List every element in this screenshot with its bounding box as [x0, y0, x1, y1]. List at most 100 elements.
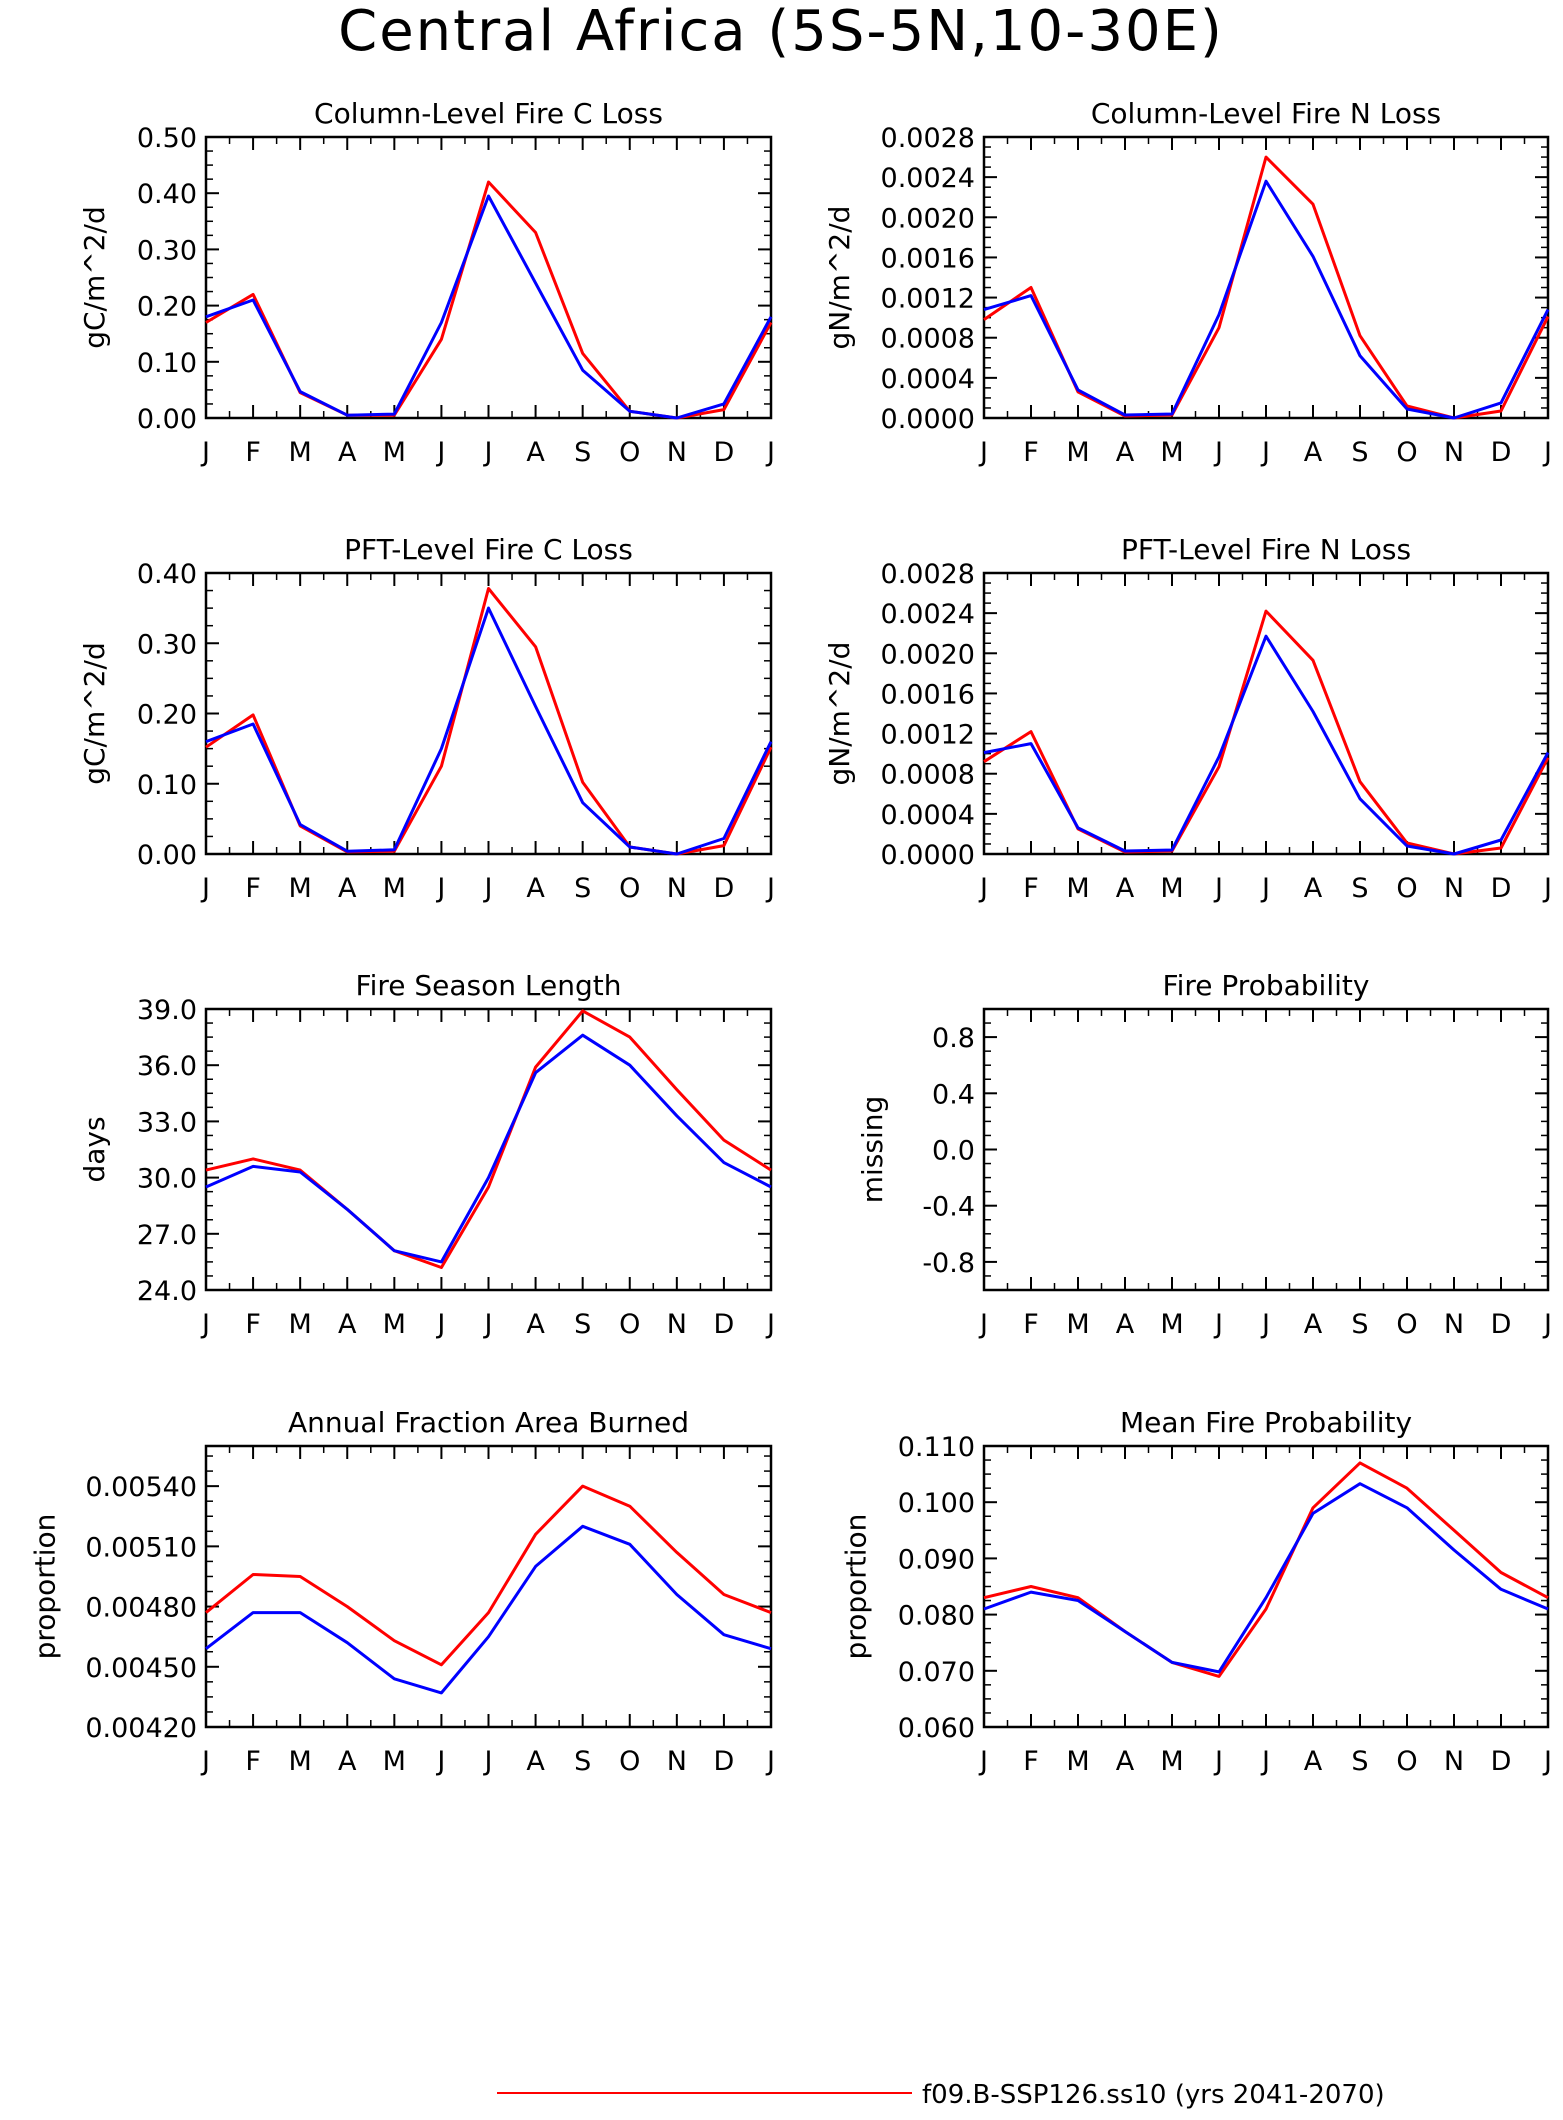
- y-tick-label: 0.0: [932, 1136, 975, 1167]
- x-tick-label: D: [714, 437, 735, 468]
- x-tick-label: O: [619, 1309, 640, 1340]
- x-tick-label: J: [1213, 873, 1223, 904]
- x-tick-label: N: [667, 873, 687, 904]
- x-tick-label: M: [1066, 437, 1089, 468]
- x-tick-label: M: [1160, 437, 1183, 468]
- x-tick-label: F: [245, 1309, 261, 1340]
- series-line-1: [205, 1009, 772, 1269]
- x-tick-label: S: [1351, 873, 1368, 904]
- x-tick-label: F: [1023, 873, 1039, 904]
- x-tick-label: J: [978, 1309, 988, 1340]
- plot-frame: [204, 1444, 773, 1729]
- panel-title: Fire Season Length: [356, 969, 622, 1002]
- y-tick-label: 0.40: [137, 559, 197, 590]
- x-tick-label: M: [289, 1309, 312, 1340]
- x-tick-label: M: [383, 437, 406, 468]
- x-tick-label: J: [1260, 1746, 1270, 1777]
- x-tick-label: J: [483, 873, 493, 904]
- x-tick-label: J: [1213, 437, 1223, 468]
- x-tick-label: J: [435, 1309, 445, 1340]
- y-tick-label: 0.00510: [85, 1532, 197, 1563]
- y-tick-label: 0.30: [137, 629, 197, 660]
- figure-title: Central Africa (5S-5N,10-30E): [338, 0, 1224, 64]
- x-tick-label: J: [1213, 1309, 1223, 1340]
- x-tick-label: J: [1542, 437, 1552, 468]
- y-tick-label: 0.10: [137, 348, 197, 379]
- x-tick-label: J: [1542, 1746, 1552, 1777]
- series-line-2: [205, 1033, 772, 1264]
- x-tick-label: F: [1023, 1746, 1039, 1777]
- y-tick-label: 0.0020: [881, 203, 975, 234]
- y-tick-label: 0.00480: [85, 1593, 197, 1624]
- x-tick-label: A: [526, 873, 545, 904]
- plot-frame: [204, 571, 773, 856]
- x-tick-label: M: [289, 437, 312, 468]
- panel-title: Mean Fire Probability: [1120, 1406, 1412, 1439]
- panel-title: Column-Level Fire N Loss: [1091, 97, 1441, 130]
- x-tick-label: O: [619, 437, 640, 468]
- y-axis-label: missing: [856, 1096, 889, 1204]
- x-tick-label: J: [1542, 1309, 1552, 1340]
- y-tick-label: 0.00420: [85, 1713, 197, 1744]
- x-tick-label: F: [1023, 1309, 1039, 1340]
- x-tick-label: M: [289, 873, 312, 904]
- plot-frame: [204, 1007, 773, 1292]
- x-tick-label: J: [435, 873, 445, 904]
- x-tick-label: M: [1066, 1309, 1089, 1340]
- x-tick-label: A: [338, 1746, 357, 1777]
- x-tick-label: N: [667, 1746, 687, 1777]
- x-tick-label: N: [667, 1309, 687, 1340]
- x-tick-label: D: [1491, 873, 1512, 904]
- plot-frame: [982, 135, 1550, 420]
- y-tick-label: 0.070: [898, 1657, 975, 1688]
- x-tick-label: M: [1160, 1746, 1183, 1777]
- x-tick-label: J: [765, 1309, 775, 1340]
- x-tick-label: A: [1116, 1309, 1135, 1340]
- x-tick-label: J: [483, 437, 493, 468]
- y-axis-label: days: [78, 1116, 111, 1182]
- x-tick-label: M: [383, 1746, 406, 1777]
- x-tick-label: J: [978, 1746, 988, 1777]
- x-tick-label: O: [1396, 1746, 1417, 1777]
- x-tick-label: J: [200, 1746, 210, 1777]
- x-tick-label: D: [1491, 437, 1512, 468]
- y-axis-label: gC/m^2/d: [78, 206, 111, 349]
- y-tick-label: 0.0008: [881, 324, 975, 355]
- x-tick-label: A: [1304, 1309, 1323, 1340]
- y-tick-label: 33.0: [137, 1107, 197, 1138]
- y-tick-label: 0.4: [932, 1079, 975, 1110]
- x-tick-label: J: [200, 437, 210, 468]
- y-tick-label: 30.0: [137, 1164, 197, 1195]
- series-line-1: [983, 155, 1550, 420]
- x-tick-label: S: [1351, 1746, 1368, 1777]
- y-tick-label: 0.20: [137, 292, 197, 323]
- x-tick-label: O: [619, 873, 640, 904]
- y-axis-label: gC/m^2/d: [78, 642, 111, 785]
- y-tick-label: 0.40: [137, 179, 197, 210]
- y-tick-label: 0.0016: [881, 679, 975, 710]
- y-tick-label: 0.20: [137, 700, 197, 731]
- x-tick-label: O: [1396, 1309, 1417, 1340]
- y-axis-label: proportion: [29, 1514, 62, 1660]
- x-tick-label: J: [765, 437, 775, 468]
- y-tick-label: 0.00: [137, 840, 197, 871]
- x-tick-label: M: [289, 1746, 312, 1777]
- x-tick-label: J: [1260, 873, 1270, 904]
- x-tick-label: M: [383, 873, 406, 904]
- x-tick-label: M: [1066, 1746, 1089, 1777]
- y-tick-label: 0.110: [898, 1432, 975, 1463]
- series-line-2: [983, 179, 1550, 420]
- y-tick-label: 0.0000: [881, 840, 975, 871]
- x-tick-label: J: [483, 1309, 493, 1340]
- series-line-2: [205, 194, 773, 420]
- x-tick-label: A: [1116, 437, 1135, 468]
- x-tick-label: S: [1351, 1309, 1368, 1340]
- x-tick-label: S: [574, 1746, 591, 1777]
- y-tick-label: 0.0012: [881, 284, 975, 315]
- y-tick-label: 24.0: [137, 1276, 197, 1307]
